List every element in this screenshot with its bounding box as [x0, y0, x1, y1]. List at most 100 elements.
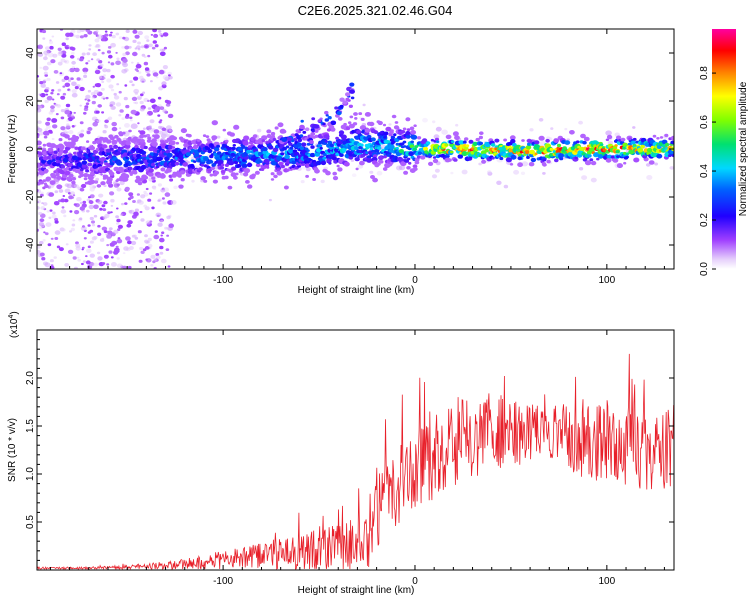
spectrogram-cell — [51, 214, 57, 219]
spectrogram-cell — [54, 217, 59, 222]
spectrogram-cell — [95, 177, 100, 181]
spectrogram-cell — [168, 74, 171, 77]
spectrogram-cell — [417, 136, 422, 140]
spectrogram-cell — [111, 34, 116, 39]
spectrogram-cell — [314, 152, 321, 157]
spectrogram-cell — [289, 146, 294, 150]
spectrogram-cell — [541, 162, 547, 166]
spectrogram-cell — [46, 117, 51, 122]
spectrogram-cell — [525, 145, 532, 150]
spectrogram-cell — [115, 60, 121, 66]
spectrogram-cell — [82, 163, 88, 168]
spectrogram-cell — [142, 248, 147, 252]
spectrogram-cell — [297, 138, 303, 143]
spectrogram-cell — [317, 119, 322, 123]
spectrogram-cell — [44, 262, 51, 268]
spectrogram-cell — [37, 206, 40, 210]
spectrogram-cell — [395, 142, 400, 146]
spectrogram-cell — [325, 114, 329, 117]
spectrogram-cell — [453, 158, 458, 162]
spectrogram-cell — [52, 124, 58, 129]
spectrogram-cell — [138, 71, 142, 74]
spectrogram-cell — [151, 138, 157, 143]
spectrogram-cell — [116, 222, 120, 225]
spectrogram-cell — [41, 257, 46, 261]
spectrogram-cell — [645, 163, 651, 167]
spectrogram-cell — [42, 143, 47, 147]
spectrogram-cell — [92, 85, 96, 88]
spectrogram-cell — [150, 254, 156, 259]
spectrogram-cell — [405, 131, 411, 136]
spectrogram-cell — [407, 157, 411, 161]
spectrogram-cell — [187, 133, 192, 138]
spectrogram-cell — [41, 29, 47, 34]
spectrogram-cell — [153, 266, 157, 269]
spectrogram-cell — [388, 144, 395, 150]
spectrogram-cell — [71, 176, 77, 181]
spectrogram-cell — [95, 147, 101, 152]
spectrogram-cell — [76, 29, 81, 34]
spectrogram-cell — [37, 52, 44, 57]
spectrogram-cell — [134, 68, 139, 71]
spectrogram-cell — [84, 98, 87, 101]
spectrogram-cell — [70, 145, 75, 149]
spectrogram-cell — [63, 214, 67, 218]
spectrogram-cell — [155, 76, 159, 79]
spectrogram-cell — [101, 226, 108, 231]
spectrogram-cell — [110, 74, 115, 79]
spectrogram-cell — [354, 117, 358, 120]
spectrogram-cell — [144, 234, 148, 238]
spectrogram-cell — [336, 164, 340, 168]
spectrogram-cell — [646, 175, 653, 180]
spectrogram-cell — [210, 146, 215, 150]
spectrogram-cell — [372, 177, 378, 183]
spectrogram-cell — [366, 134, 372, 139]
spectrogram-cell — [74, 169, 80, 173]
spectrogram-cell — [50, 180, 55, 184]
spectrogram-cell — [155, 165, 160, 169]
spectrogram-cell — [505, 157, 512, 163]
spectrogram-cell — [475, 137, 480, 142]
spectrogram-cell — [350, 96, 355, 100]
spectrogram-cell — [125, 29, 130, 33]
spectrogram-cell — [111, 139, 118, 145]
spectrogram-cell — [280, 164, 285, 169]
spectrogram-cell — [239, 172, 244, 176]
spectrogram-cell — [146, 73, 151, 77]
spectrogram-cell — [140, 250, 145, 254]
spectrogram-cell — [65, 103, 71, 108]
spectrogram-cell — [580, 133, 586, 139]
spectrogram-cell — [203, 179, 208, 183]
spectrogram-cell — [145, 133, 151, 138]
spectrogram-cell — [44, 99, 49, 104]
spectrogram-cell — [300, 119, 304, 123]
spectrogram-cell — [210, 153, 215, 156]
spectrogram-cell — [152, 155, 158, 160]
spectrogram-cell — [97, 104, 102, 108]
spectrogram-cell — [118, 114, 122, 117]
spectrogram-cell — [377, 162, 381, 166]
spectrogram-cell — [94, 165, 98, 169]
spectrogram-cell — [59, 72, 63, 75]
spectrogram-cell — [59, 169, 65, 175]
spectrogram-cell — [527, 142, 532, 146]
spectrogram-cell — [417, 151, 423, 156]
spectrogram-cell — [178, 154, 185, 160]
spectrogram-cell — [68, 130, 74, 135]
spectrogram-cell — [441, 129, 448, 135]
spectrogram-cell — [101, 237, 105, 240]
spectrogram-cell — [37, 120, 42, 124]
spectrogram-cell — [139, 75, 144, 80]
spectrogram-cell — [633, 157, 640, 163]
spectrogram-cell — [390, 135, 396, 140]
spectrogram-cell — [389, 161, 394, 165]
spectrogram-cell — [268, 145, 274, 150]
spectrogram-cell — [164, 99, 169, 104]
spectrogram-cell — [214, 147, 220, 152]
spectrogram-cell — [355, 167, 359, 171]
spectrogram-cell — [503, 138, 507, 142]
spectrogram-cell — [71, 66, 75, 69]
spectrogram-cell — [68, 32, 74, 37]
spectrogram-cell — [157, 96, 162, 100]
spectrogram-cell — [107, 155, 113, 159]
